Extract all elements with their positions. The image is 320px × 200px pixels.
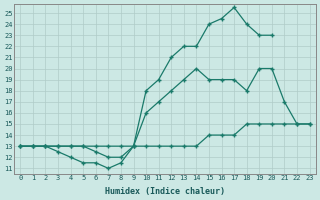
X-axis label: Humidex (Indice chaleur): Humidex (Indice chaleur) [105, 187, 225, 196]
